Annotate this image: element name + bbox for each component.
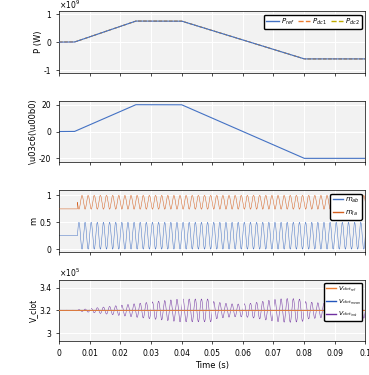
Text: $\times 10^9$: $\times 10^9$ (59, 0, 80, 10)
Legend: $m_{ab}$, $m_{la}$: $m_{ab}$, $m_{la}$ (331, 194, 362, 220)
Legend: $V_{clot_{ref}}$, $V_{clot_{mean}}$, $V_{clot_{inst}}$: $V_{clot_{ref}}$, $V_{clot_{mean}}$, $V_… (324, 283, 362, 321)
Y-axis label: \u03c6(\u00b0): \u03c6(\u00b0) (29, 99, 38, 164)
X-axis label: Time (s): Time (s) (195, 361, 229, 370)
Y-axis label: V_clot: V_clot (29, 299, 38, 322)
Legend: $P_{ref}$, $P_{dc1}$, $P_{dc2}$: $P_{ref}$, $P_{dc1}$, $P_{dc2}$ (264, 15, 362, 29)
Y-axis label: P (W): P (W) (34, 31, 42, 53)
Y-axis label: m: m (29, 217, 38, 225)
Text: $\times 10^5$: $\times 10^5$ (59, 267, 80, 279)
